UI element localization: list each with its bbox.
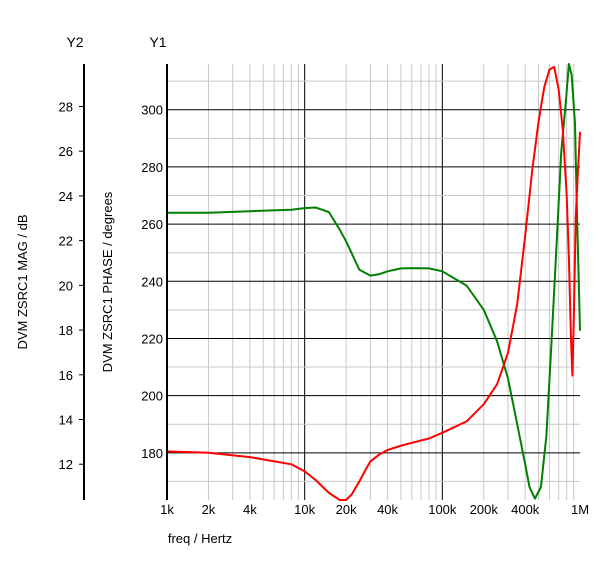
y2-tick-label: 16 [59,368,73,383]
y1-tick-label: 240 [141,274,163,289]
y1-tick-label: 280 [141,160,163,175]
x-tick-label: 1M [571,502,589,517]
y1-tick-label: 300 [141,103,163,118]
y1-header: Y1 [149,34,166,50]
y1-tick-label: 220 [141,331,163,346]
y2-tick-label: 24 [59,189,73,204]
y2-header: Y2 [66,34,83,50]
x-tick-label: 10k [294,502,315,517]
y2-tick-label: 22 [59,234,73,249]
x-axis-label: freq / Hertz [168,531,232,546]
grid [167,64,580,500]
y2-axis-label: DVM ZSRC1 MAG / dB [15,214,30,349]
tick-labels: 12 14 16 18 20 22 24 26 28 180 200 220 240 260 280 300 1… [59,99,590,517]
y1-tick-label: 200 [141,389,163,404]
y2-tick-label: 20 [59,278,73,293]
x-tick-label: 20k [336,502,357,517]
series-line-2 [166,65,581,501]
y2-tick-label: 18 [59,323,73,338]
x-tick-label: 1k [160,502,174,517]
y1-axis-label: DVM ZSRC1 PHASE / degrees [100,191,115,372]
y1-tick-label: 180 [141,446,163,461]
x-tick-label: 40k [377,502,398,517]
axes [83,64,168,500]
x-tick-label: 200k [470,502,499,517]
series-line-1 [166,63,581,500]
x-tick-label: 2k [202,502,216,517]
x-tick-label: 100k [428,502,457,517]
y2-tick-label: 14 [59,413,73,428]
y2-tick-label: 12 [59,457,73,472]
x-tick-label: 4k [243,502,257,517]
series-group [166,63,581,501]
y1-tick-label: 260 [141,217,163,232]
x-tick-label: 400k [511,502,540,517]
y2-tick-label: 28 [59,99,73,114]
y2-tick-label: 26 [59,144,73,159]
